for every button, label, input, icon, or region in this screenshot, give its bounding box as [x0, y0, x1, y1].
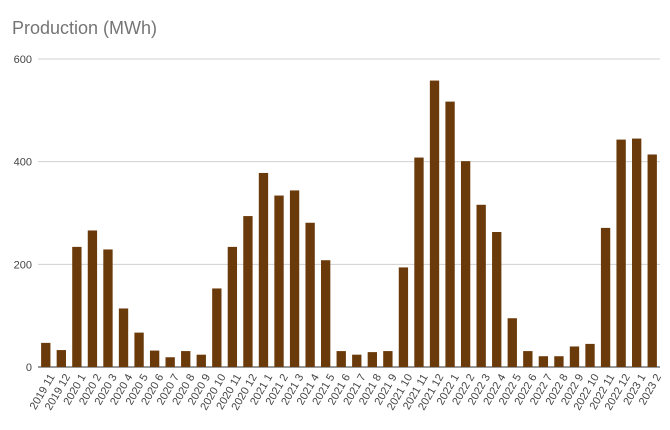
bar	[398, 267, 409, 367]
bar	[383, 351, 393, 367]
bar	[414, 157, 424, 367]
bar	[585, 343, 595, 367]
bar	[149, 350, 160, 367]
bar	[274, 195, 284, 367]
bar	[507, 318, 517, 367]
bar	[321, 260, 331, 367]
bar	[56, 350, 66, 367]
bars	[41, 80, 657, 368]
bar	[616, 139, 626, 367]
y-tick-label: 400	[14, 157, 32, 169]
bar	[352, 354, 362, 367]
bar	[492, 231, 502, 367]
bar	[367, 352, 377, 367]
bar	[212, 288, 222, 367]
bar	[196, 354, 206, 367]
bar	[87, 230, 98, 367]
bar	[600, 227, 611, 367]
bar	[647, 154, 657, 367]
bar	[258, 172, 269, 367]
bar	[165, 357, 175, 367]
bar	[41, 342, 51, 367]
bar	[523, 351, 533, 367]
bar	[181, 351, 191, 367]
y-axis-tick-labels: 0 200 400 600	[14, 54, 32, 374]
bar	[243, 216, 253, 367]
bar	[305, 222, 315, 367]
bar	[118, 308, 129, 367]
chart-title: Production (MWh)	[12, 18, 158, 38]
bar	[336, 351, 346, 367]
bar	[134, 332, 144, 367]
gridlines	[38, 58, 660, 368]
bar	[554, 356, 564, 367]
y-tick-label: 0	[26, 362, 32, 374]
bar	[569, 346, 580, 367]
bar	[227, 246, 238, 367]
y-tick-label: 600	[14, 54, 32, 66]
bar	[460, 161, 471, 367]
bar	[445, 101, 455, 368]
y-tick-label: 200	[14, 259, 32, 271]
bar	[429, 80, 440, 367]
bar	[289, 190, 300, 367]
bar	[632, 138, 642, 367]
bar	[72, 246, 82, 367]
bar	[538, 356, 549, 367]
bar	[103, 249, 113, 367]
bar	[476, 204, 486, 367]
